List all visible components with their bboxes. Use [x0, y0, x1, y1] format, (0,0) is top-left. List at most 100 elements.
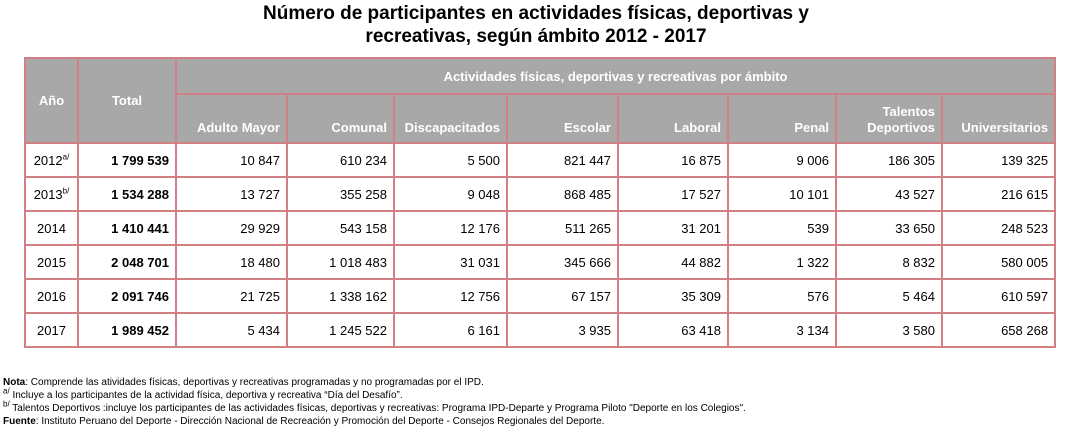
year-value: 2017: [37, 322, 66, 338]
year-cell: 2017: [24, 312, 79, 348]
value-cell: 580 005: [940, 244, 1057, 280]
value-cell: 5 500: [393, 142, 508, 178]
header-col: Laboral: [617, 93, 729, 144]
total-cell: 1 799 539: [77, 142, 177, 178]
value-cell: 3 935: [506, 312, 619, 348]
value-cell: 18 480: [175, 244, 288, 280]
header-col: Universitarios: [940, 93, 1057, 144]
value-cell: 17 527: [617, 176, 729, 212]
note-a: a/ Incluye a los participantes de la act…: [3, 386, 746, 402]
year-footnote-marker: a/: [62, 152, 70, 162]
note-fuente-label: Fuente: [3, 416, 36, 427]
note-a-text: Incluye a los participantes de la activi…: [9, 390, 403, 401]
value-cell: 658 268: [940, 312, 1057, 348]
value-cell: 139 325: [940, 142, 1057, 178]
header-col: Escolar: [506, 93, 619, 144]
header-col: Discapacitados: [393, 93, 508, 144]
value-cell: 6 161: [393, 312, 508, 348]
value-cell: 10 101: [727, 176, 837, 212]
year-cell: 2016: [24, 278, 79, 314]
value-cell: 35 309: [617, 278, 729, 314]
value-cell: 1 322: [727, 244, 837, 280]
table-row: 2016 2 091 746 21 725 1 338 162 12 756 67 157…: [24, 278, 1057, 314]
participants-table: Año Total Actividades físicas, deportiva…: [24, 57, 1057, 348]
value-cell: 16 875: [617, 142, 729, 178]
total-cell: 1 534 288: [77, 176, 177, 212]
value-cell: 3 134: [727, 312, 837, 348]
table-row: 2015 2 048 701 18 480 1 018 483 31 031 345 66…: [24, 244, 1057, 280]
value-cell: 345 666: [506, 244, 619, 280]
value-cell: 868 485: [506, 176, 619, 212]
year-value: 2015: [37, 254, 66, 270]
header-col: Adulto Mayor: [175, 93, 288, 144]
value-cell: 3 580: [835, 312, 943, 348]
value-cell: 610 234: [286, 142, 395, 178]
value-cell: 1 245 522: [286, 312, 395, 348]
value-cell: 5 464: [835, 278, 943, 314]
title-line-2: recreativas, según ámbito 2012 - 2017: [365, 26, 707, 47]
value-cell: 511 265: [506, 210, 619, 246]
year-footnote-marker: b/: [62, 186, 70, 196]
value-cell: 29 929: [175, 210, 288, 246]
note-b-marker: b/: [3, 399, 10, 409]
year-value: 2016: [37, 288, 66, 304]
header-col: Talentos Deportivos: [835, 93, 943, 144]
page-title: Número de participantes en actividades f…: [0, 2, 1072, 48]
value-cell: 5 434: [175, 312, 288, 348]
total-cell: 2 048 701: [77, 244, 177, 280]
value-cell: 539: [727, 210, 837, 246]
value-cell: 248 523: [940, 210, 1057, 246]
year-cell: 2013b/: [24, 176, 79, 212]
value-cell: 355 258: [286, 176, 395, 212]
value-cell: 186 305: [835, 142, 943, 178]
header-total: Total: [77, 57, 177, 144]
note-fuente-text: : Instituto Peruano del Deporte - Direcc…: [35, 416, 605, 427]
value-cell: 44 882: [617, 244, 729, 280]
value-cell: 543 158: [286, 210, 395, 246]
table-row: 2017 1 989 452 5 434 1 245 522 6 161 3 935 63 …: [24, 312, 1057, 348]
value-cell: 21 725: [175, 278, 288, 314]
value-cell: 31 031: [393, 244, 508, 280]
year-value: 2014: [37, 220, 66, 236]
note-a-marker: a/: [3, 386, 10, 396]
header-col: Penal: [727, 93, 837, 144]
note-nota-label: Nota: [3, 377, 26, 388]
value-cell: 8 832: [835, 244, 943, 280]
value-cell: 1 018 483: [286, 244, 395, 280]
value-cell: 31 201: [617, 210, 729, 246]
header-col: Comunal: [286, 93, 395, 144]
value-cell: 9 006: [727, 142, 837, 178]
value-cell: 12 176: [393, 210, 508, 246]
year-cell: 2012a/: [24, 142, 79, 178]
note-b-text: Talentos Deportivos :incluye los partici…: [9, 403, 746, 414]
table-row: 2012a/1 799 539 10 847 610 234 5 500 821 447…: [24, 142, 1057, 178]
value-cell: 1 338 162: [286, 278, 395, 314]
value-cell: 821 447: [506, 142, 619, 178]
value-cell: 43 527: [835, 176, 943, 212]
table-row: 2013b/1 534 288 13 727 355 258 9 048 868 485…: [24, 176, 1057, 212]
header-group: Actividades físicas, deportivas y recrea…: [174, 57, 1057, 95]
value-cell: 12 756: [393, 278, 508, 314]
total-cell: 1 410 441: [77, 210, 177, 246]
table-row: 2014 1 410 441 29 929 543 158 12 176 511 265 3…: [24, 210, 1057, 246]
title-line-1: Número de participantes en actividades f…: [263, 3, 809, 24]
year-value: 2013: [33, 186, 63, 202]
value-cell: 576: [727, 278, 837, 314]
year-cell: 2015: [24, 244, 79, 280]
note-nota: Nota: Comprende las atividades físicas, …: [3, 376, 746, 389]
total-cell: 1 989 452: [77, 312, 177, 348]
value-cell: 63 418: [617, 312, 729, 348]
value-cell: 13 727: [175, 176, 288, 212]
value-cell: 67 157: [506, 278, 619, 314]
footnotes: Nota: Comprende las atividades físicas, …: [3, 376, 746, 428]
value-cell: 33 650: [835, 210, 943, 246]
year-value: 2012: [33, 152, 63, 168]
note-fuente: Fuente: Instituto Peruano del Deporte - …: [3, 415, 746, 428]
total-cell: 2 091 746: [77, 278, 177, 314]
value-cell: 10 847: [175, 142, 288, 178]
year-cell: 2014: [24, 210, 79, 246]
header-year: Año: [24, 57, 79, 144]
note-b: b/ Talentos Deportivos :incluye los part…: [3, 399, 746, 415]
value-cell: 9 048: [393, 176, 508, 212]
note-nota-text: : Comprende las atividades físicas, depo…: [25, 377, 484, 388]
